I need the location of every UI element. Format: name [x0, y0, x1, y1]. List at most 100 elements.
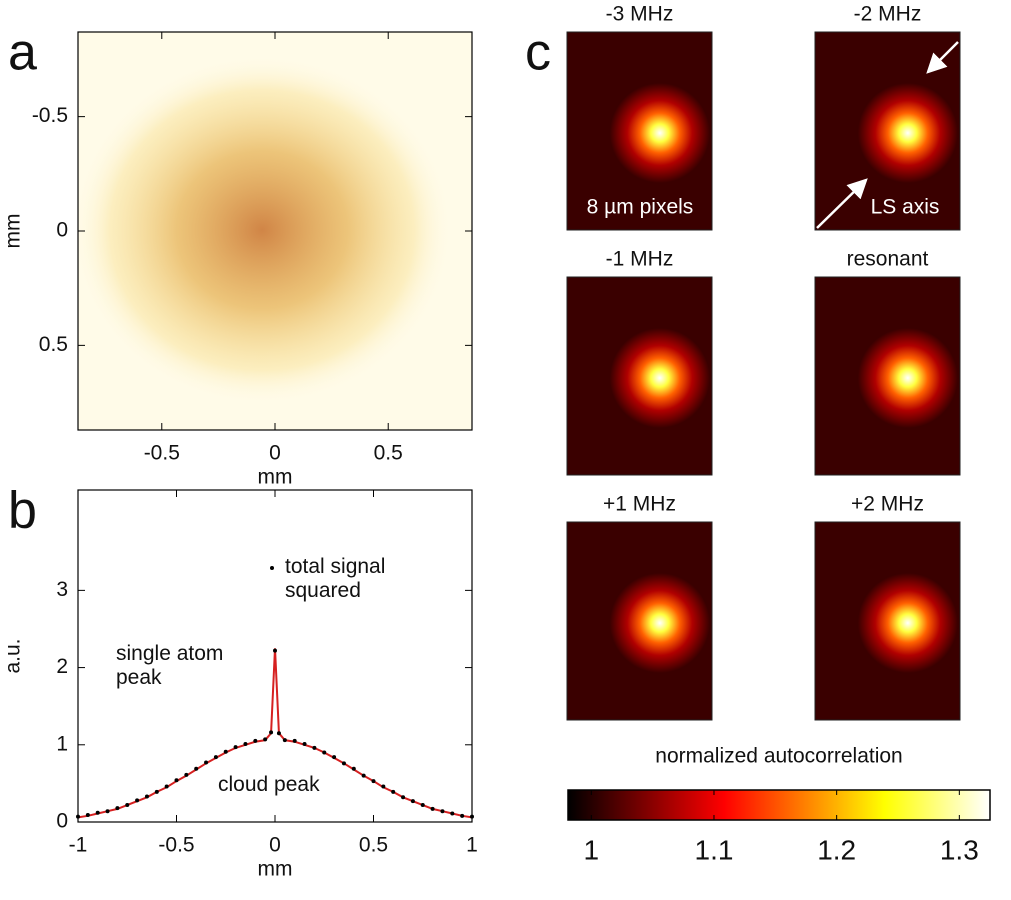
y-axis-label: mm: [2, 214, 25, 249]
data-point: [282, 738, 287, 743]
y-tick-label: 3: [56, 578, 68, 601]
heatmap-frame: [814, 521, 961, 721]
y-tick-label: -0.5: [32, 104, 68, 127]
heatmap-frame: [814, 276, 961, 476]
annotation: cloud peak: [218, 773, 320, 796]
x-tick-label: -0.5: [144, 442, 180, 465]
data-point: [269, 730, 274, 735]
y-tick-label: 0.5: [39, 333, 68, 356]
data-point: [351, 766, 356, 771]
data-point: [401, 795, 406, 800]
data-point: [450, 811, 455, 816]
data-point: [154, 789, 159, 794]
data-point: [410, 799, 415, 804]
colorbar: [567, 789, 991, 821]
heatmap-title: +1 MHz: [603, 493, 676, 516]
data-point: [243, 742, 248, 747]
heatmap-peak: [609, 572, 710, 673]
y-tick-label: 2: [56, 655, 68, 678]
data-point: [135, 798, 140, 803]
heatmap-title: -2 MHz: [854, 3, 922, 26]
legend-label: total signal squared: [285, 555, 386, 602]
colorbar-tick-label: 1.3: [940, 834, 979, 865]
image-cloud: [72, 55, 452, 405]
x-tick-label: 0.5: [359, 834, 388, 857]
annotation: 8 µm pixels: [587, 196, 694, 219]
y-tick-label: 0: [56, 810, 68, 833]
heatmap-title: resonant: [847, 248, 929, 271]
y-axis-label: a.u.: [2, 638, 25, 673]
data-point: [391, 789, 396, 794]
data-point: [223, 749, 228, 754]
x-tick-label: -0.5: [158, 834, 194, 857]
heatmap-frame: [566, 31, 713, 231]
data-point: [312, 745, 317, 750]
heatmap-title: +2 MHz: [851, 493, 924, 516]
data-point: [233, 745, 238, 750]
data-point: [164, 784, 169, 789]
heatmap-title: -1 MHz: [606, 248, 674, 271]
data-point: [273, 648, 277, 653]
data-point: [194, 766, 199, 771]
heatmap-peak: [857, 82, 958, 183]
data-point: [381, 784, 386, 789]
data-point: [332, 755, 337, 760]
data-point: [292, 738, 297, 743]
data-point: [85, 813, 90, 818]
panel-letter: b: [8, 482, 37, 540]
heatmap-frame: [814, 31, 961, 231]
x-tick-label: -1: [69, 834, 88, 857]
data-point: [430, 806, 435, 811]
data-point: [204, 760, 209, 765]
colorbar-tick-label: 1: [584, 834, 600, 865]
x-tick-label: 0: [269, 442, 281, 465]
data-point: [322, 750, 327, 755]
colorbar-tick-label: 1.1: [695, 834, 734, 865]
heatmap-peak: [857, 572, 958, 673]
colorbar-label: normalized autocorrelation: [655, 745, 902, 768]
data-point: [420, 803, 425, 808]
colorbar-tick-label: 1.2: [817, 834, 856, 865]
arrow: [926, 41, 959, 74]
y-tick-label: 1: [56, 732, 68, 755]
heatmap-peak: [609, 82, 710, 183]
data-point: [76, 814, 80, 819]
panel-letter: c: [525, 24, 551, 82]
annotation: single atom peak: [116, 642, 224, 689]
data-point: [184, 772, 189, 777]
data-point: [302, 742, 307, 747]
data-point: [174, 778, 179, 783]
data-point: [95, 810, 100, 815]
data-point: [341, 761, 346, 766]
data-point: [115, 806, 120, 811]
heatmap-peak: [609, 327, 710, 428]
data-point: [440, 809, 445, 814]
data-point: [276, 731, 281, 736]
x-axis-label: mm: [258, 466, 293, 489]
data-point: [213, 755, 218, 760]
data-point: [144, 794, 149, 799]
y-tick-label: 0: [56, 219, 68, 242]
heatmap-frame: [566, 276, 713, 476]
panel-letter: a: [8, 24, 37, 82]
legend-marker: [270, 566, 274, 570]
x-tick-label: 1: [466, 834, 478, 857]
x-tick-label: 0.5: [374, 442, 403, 465]
data-point: [253, 738, 258, 743]
annotation: LS axis: [871, 196, 940, 219]
data-point: [361, 773, 366, 778]
heatmap-frame: [566, 521, 713, 721]
data-point: [470, 814, 474, 819]
data-point: [125, 803, 130, 808]
data-point: [371, 779, 376, 784]
arrow: [816, 178, 868, 229]
data-point: [263, 737, 268, 742]
x-tick-label: 0: [269, 834, 281, 857]
heatmap-title: -3 MHz: [606, 3, 674, 26]
x-axis-label: mm: [258, 858, 293, 881]
data-point: [460, 813, 465, 818]
heatmap-peak: [857, 327, 958, 428]
data-point: [105, 809, 110, 814]
